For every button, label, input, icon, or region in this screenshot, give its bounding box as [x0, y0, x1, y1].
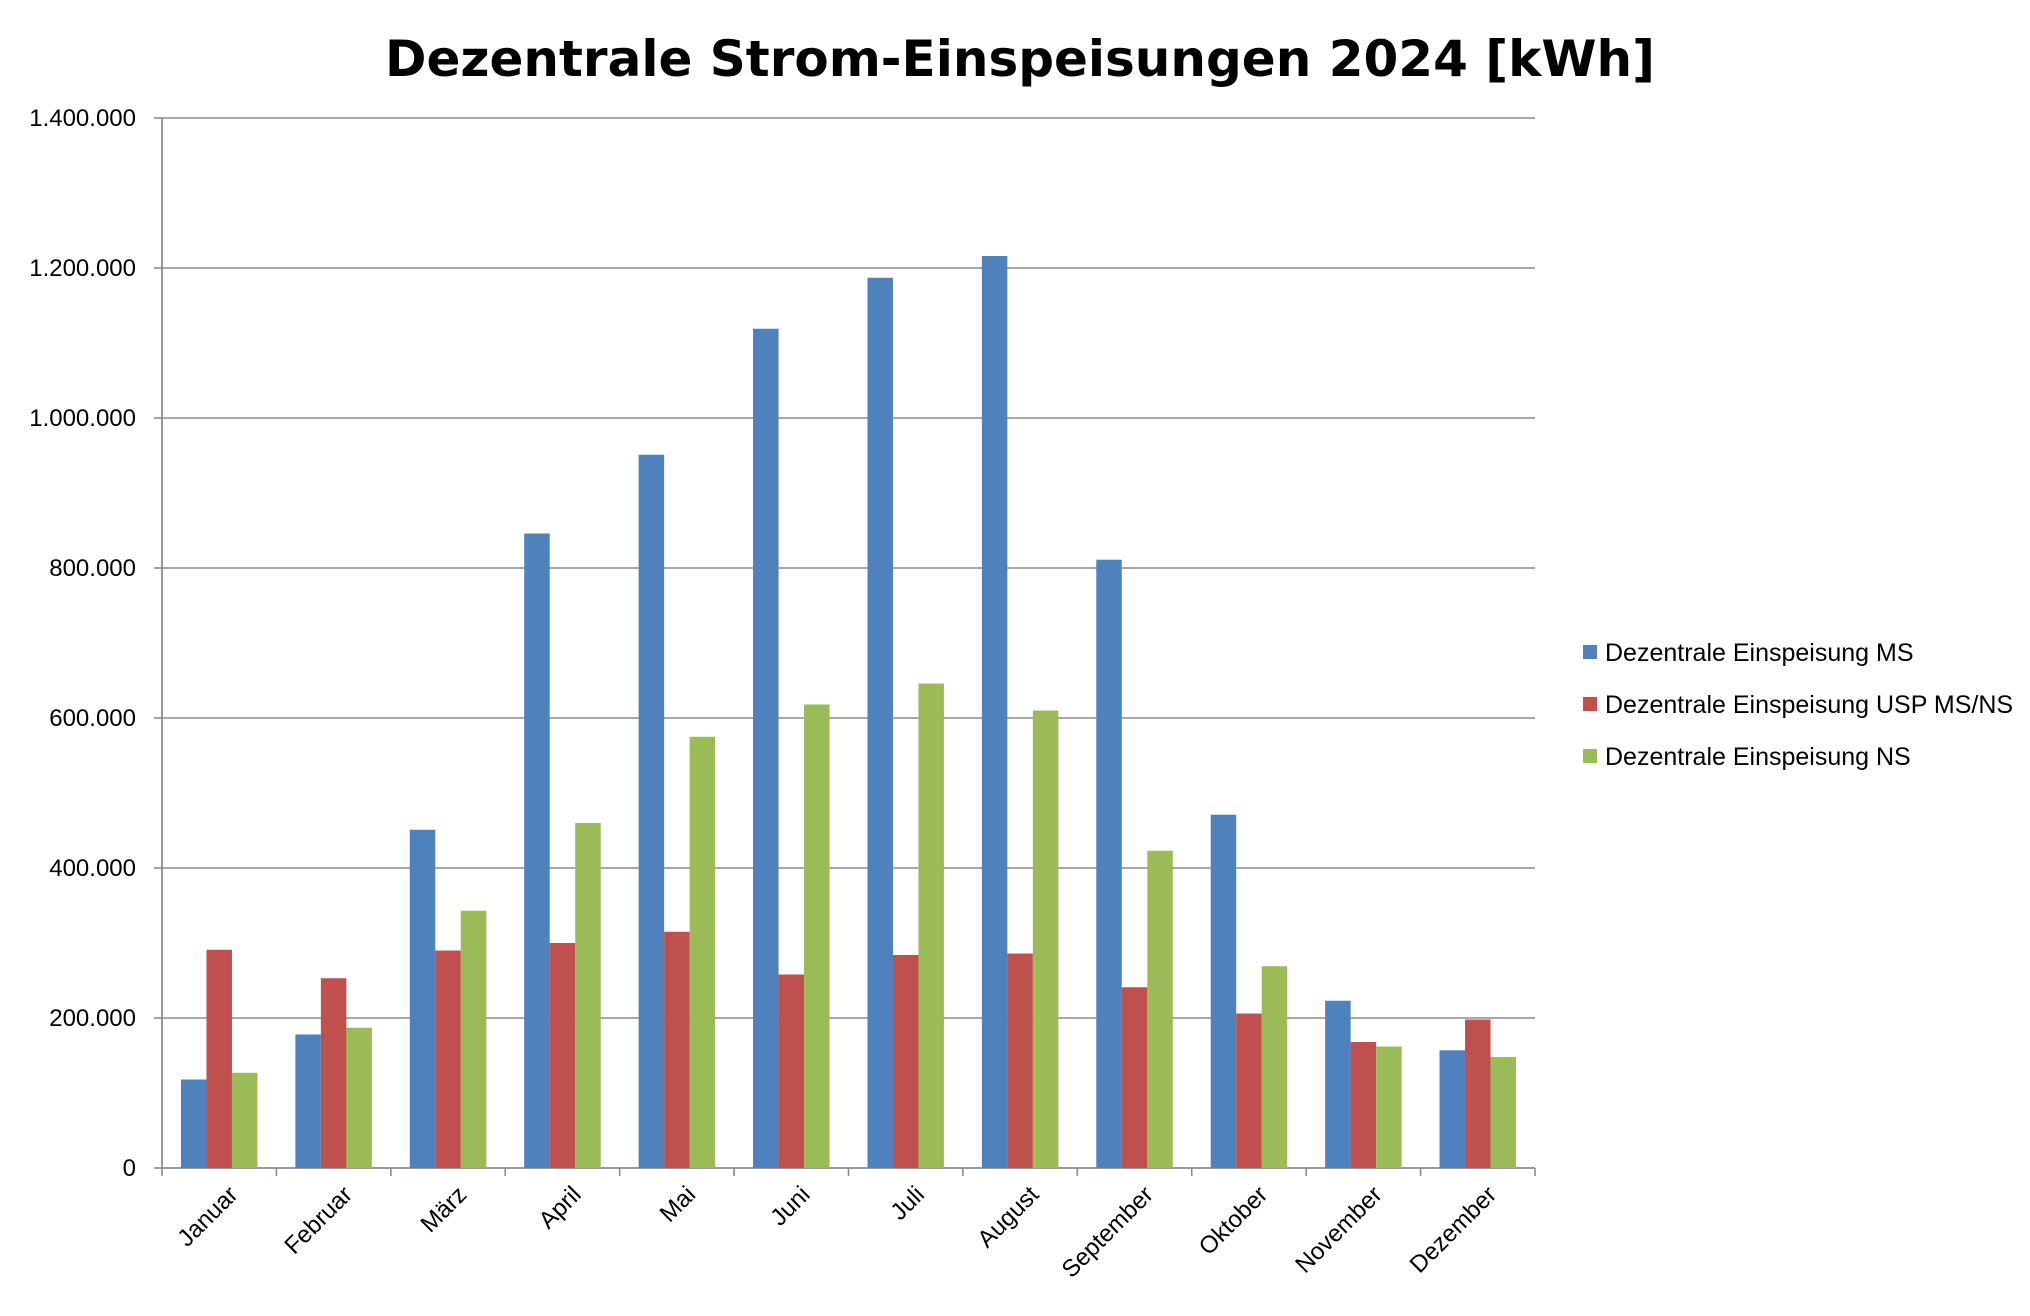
- bar-1-april: [524, 533, 550, 1168]
- x-category-label: Juli: [885, 1181, 930, 1226]
- bar-3-oktober: [1261, 966, 1288, 1168]
- x-category-label: Oktober: [1194, 1181, 1273, 1260]
- gridlines: [162, 117, 1535, 1019]
- bar-2-september: [1121, 987, 1148, 1168]
- bar-1-januar: [180, 1079, 207, 1168]
- x-category-label: April: [534, 1181, 587, 1234]
- bar-2-märz: [435, 950, 461, 1168]
- bar-2-januar: [206, 949, 232, 1168]
- x-category-label: Juni: [765, 1181, 815, 1231]
- bar-1-september: [1096, 559, 1122, 1168]
- y-tick-label: 1.400.000: [29, 105, 136, 132]
- bar-3-juli: [918, 683, 944, 1168]
- legend: Dezentrale Einspeisung MS Dezentrale Eins…: [1583, 639, 2013, 771]
- x-category-label: Januar: [172, 1181, 243, 1252]
- bar-1-juni: [753, 328, 779, 1168]
- x-axis-category-labels: Januar Februar März April Mai Juni Juli August S…: [172, 1181, 1502, 1283]
- bar-2-oktober: [1236, 1013, 1262, 1168]
- x-category-label: Dezember: [1405, 1181, 1502, 1278]
- axes: [154, 117, 1536, 1176]
- bar-3-märz: [460, 910, 487, 1168]
- y-axis-tick-labels: 0 200.000 400.000 600.000 800.000 1.000.000 1.…: [29, 105, 136, 1182]
- bar-3-september: [1147, 850, 1173, 1168]
- bar-2-mai: [664, 931, 690, 1168]
- bar-3-april: [575, 823, 601, 1168]
- bars: [180, 256, 1517, 1168]
- y-tick-label: 1.000.000: [29, 405, 136, 432]
- bar-1-oktober: [1210, 814, 1237, 1168]
- legend-label: Dezentrale Einspeisung MS: [1605, 639, 1914, 667]
- bar-2-juli: [892, 955, 919, 1168]
- bar-3-mai: [689, 736, 716, 1168]
- bar-3-dezember: [1490, 1057, 1517, 1168]
- bar-2-november: [1350, 1042, 1377, 1168]
- legend-swatch: [1583, 645, 1597, 659]
- bar-2-juni: [778, 974, 805, 1168]
- bar-1-märz: [409, 829, 436, 1168]
- bar-3-juni: [804, 704, 830, 1168]
- bar-3-november: [1376, 1046, 1402, 1168]
- bar-1-august: [981, 256, 1008, 1168]
- y-tick-label: 1.200.000: [29, 255, 136, 282]
- x-category-label: August: [972, 1181, 1044, 1253]
- x-category-label: September: [1057, 1181, 1159, 1283]
- chart-title: Dezentrale Strom-Einspeisungen 2024 [kWh…: [385, 30, 1655, 88]
- bar-1-dezember: [1439, 1050, 1466, 1168]
- bar-3-februar: [346, 1027, 372, 1168]
- bar-2-april: [549, 943, 576, 1168]
- x-category-label: März: [415, 1181, 472, 1238]
- legend-swatch: [1583, 697, 1597, 711]
- x-category-label: Februar: [279, 1181, 358, 1260]
- bar-3-januar: [231, 1072, 258, 1168]
- x-category-label: November: [1290, 1181, 1387, 1278]
- y-tick-label: 800.000: [49, 555, 136, 582]
- legend-label: Dezentrale Einspeisung USP MS/NS: [1605, 691, 2013, 719]
- legend-swatch: [1583, 749, 1597, 763]
- y-tick-label: 400.000: [49, 855, 136, 882]
- bar-2-august: [1007, 953, 1033, 1168]
- bar-1-mai: [638, 454, 665, 1168]
- x-category-label: Mai: [655, 1181, 701, 1227]
- bar-1-november: [1325, 1000, 1351, 1168]
- legend-label: Dezentrale Einspeisung NS: [1605, 743, 1911, 771]
- bar-1-juli: [867, 277, 893, 1168]
- bar-2-februar: [320, 978, 347, 1168]
- bar-2-dezember: [1465, 1019, 1491, 1168]
- bar-3-august: [1032, 710, 1059, 1168]
- y-tick-label: 200.000: [49, 1005, 136, 1032]
- y-tick-label: 600.000: [49, 705, 136, 732]
- y-tick-label: 0: [123, 1155, 136, 1182]
- bar-1-februar: [295, 1034, 321, 1168]
